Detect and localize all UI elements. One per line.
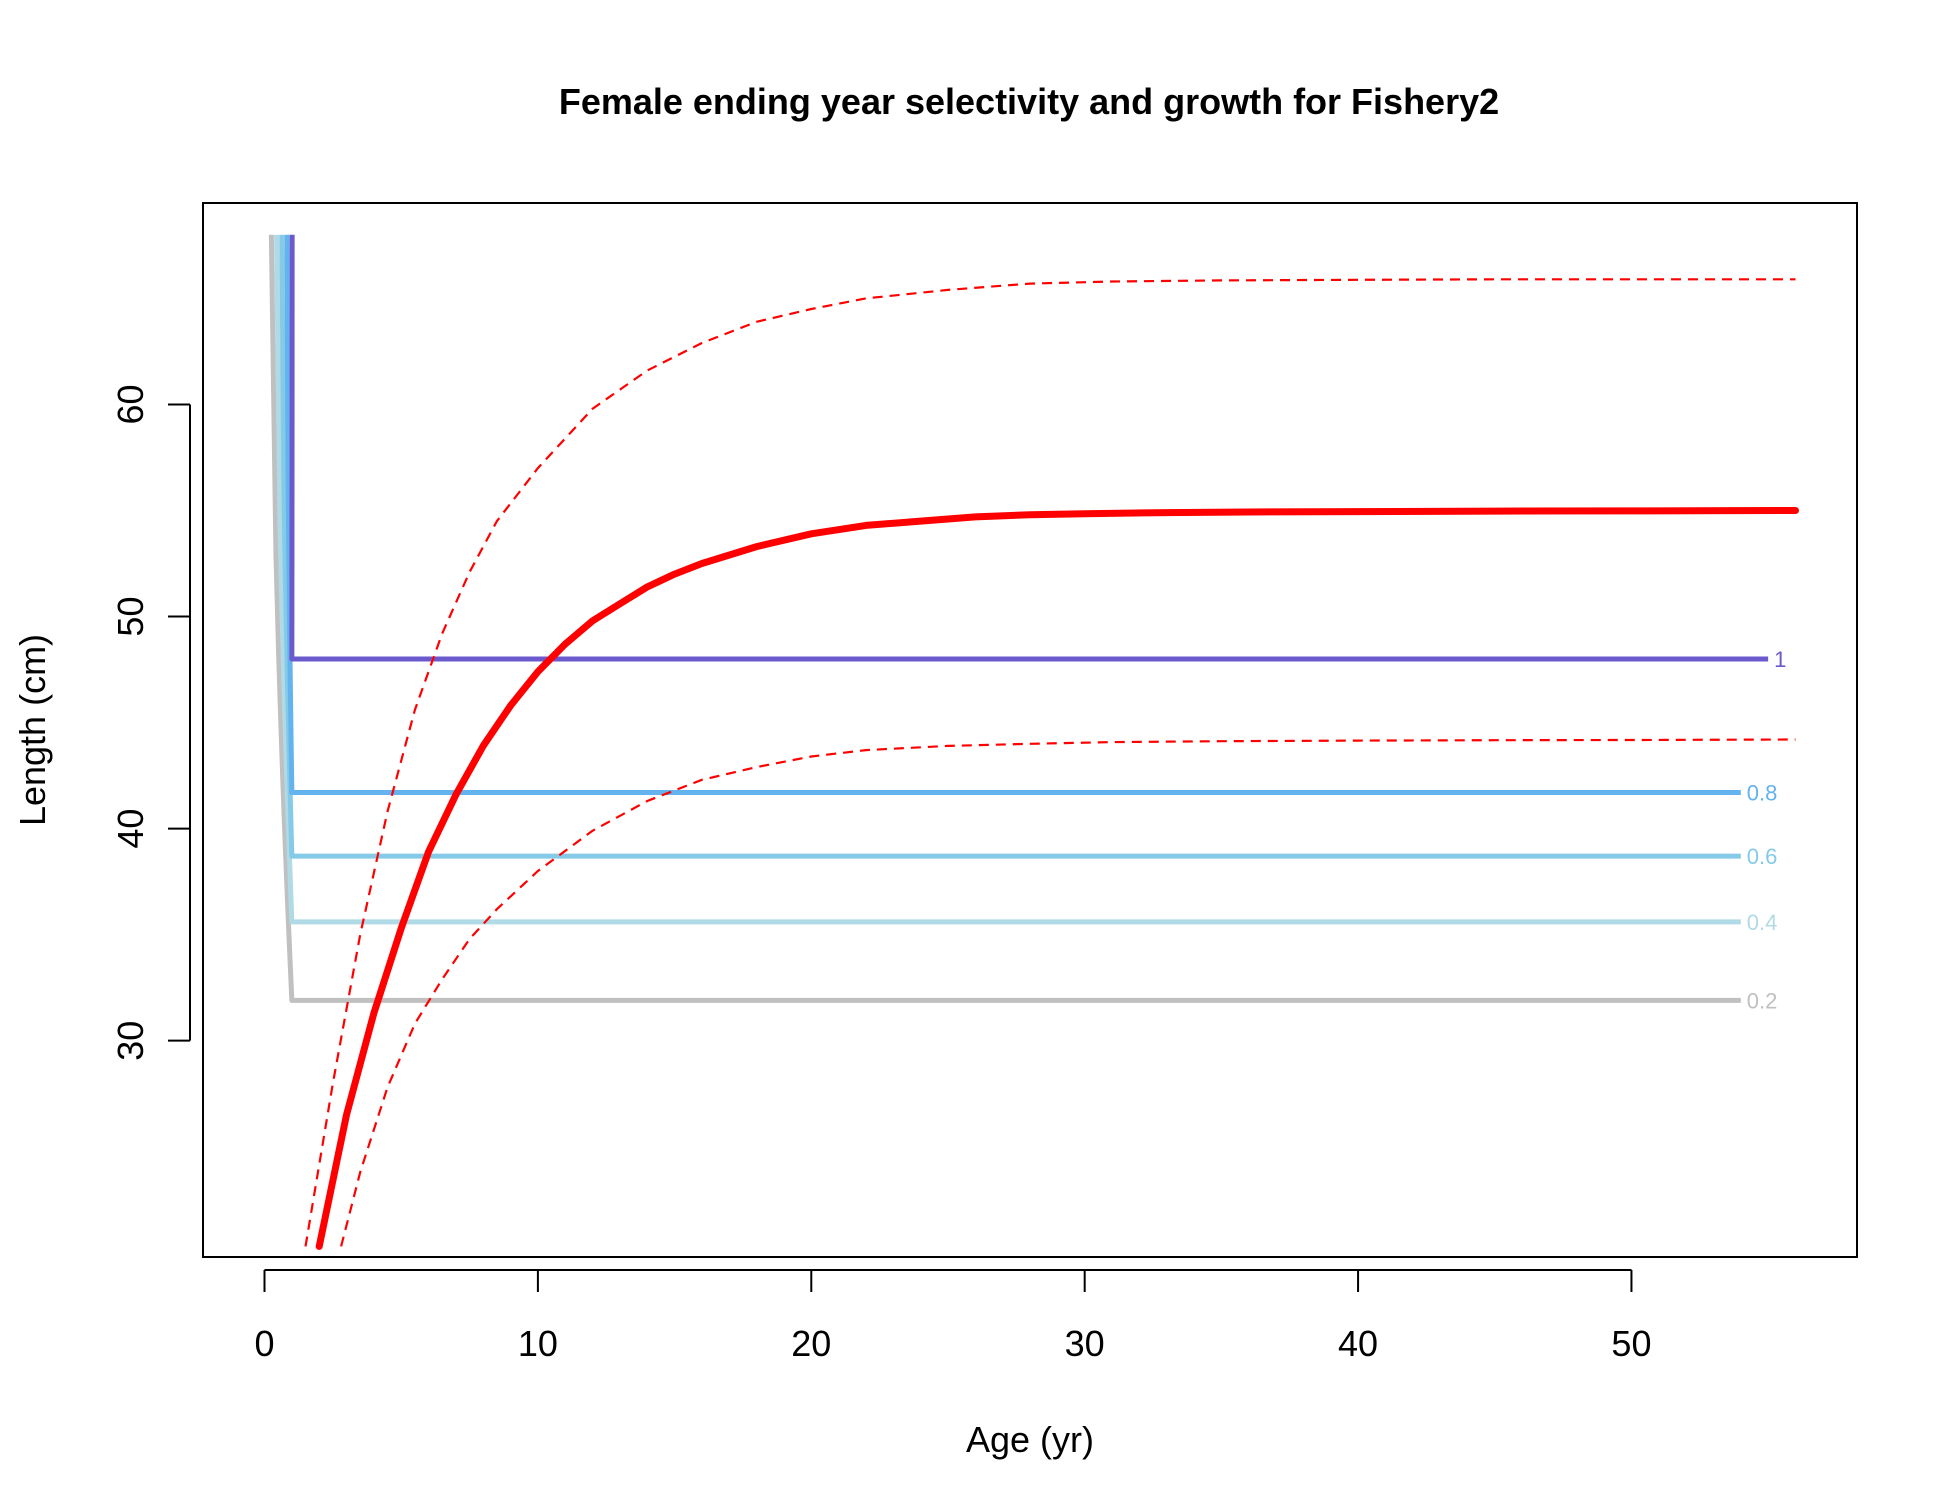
selectivity-contour-0.6 xyxy=(279,234,1741,859)
contour-label-0.6: 0.6 xyxy=(1747,844,1778,869)
y-tick-label: 50 xyxy=(110,597,151,637)
x-tick-label: 30 xyxy=(1065,1323,1105,1364)
contour-label-1: 1 xyxy=(1774,647,1786,672)
contour-label-0.4: 0.4 xyxy=(1747,910,1778,935)
plot-area xyxy=(268,234,1799,1250)
y-axis-label: Length (cm) xyxy=(12,634,53,826)
y-axis: 30 40 50 60 xyxy=(110,384,191,1061)
growth-upper-dashed xyxy=(304,278,1796,1247)
growth-lower-dashed xyxy=(340,738,1796,1247)
selectivity-contour-1 xyxy=(289,234,1769,662)
contour-label-0.2: 0.2 xyxy=(1747,988,1778,1013)
x-tick-label: 0 xyxy=(254,1323,274,1364)
y-tick-label: 60 xyxy=(110,384,151,424)
x-axis-label: Age (yr) xyxy=(966,1419,1094,1460)
y-tick-label: 30 xyxy=(110,1021,151,1061)
selectivity-contour-0.8 xyxy=(284,234,1741,796)
x-tick-label: 10 xyxy=(518,1323,558,1364)
contour-label-0.8: 0.8 xyxy=(1747,781,1778,806)
x-tick-label: 40 xyxy=(1338,1323,1378,1364)
selectivity-contour-0.2 xyxy=(268,234,1741,1003)
x-tick-label: 50 xyxy=(1611,1323,1651,1364)
x-tick-label: 20 xyxy=(791,1323,831,1364)
chart-title: Female ending year selectivity and growt… xyxy=(559,81,1499,122)
growth-mean-line xyxy=(315,507,1799,1250)
selectivity-contour-0.4 xyxy=(274,234,1741,925)
y-tick-label: 40 xyxy=(110,809,151,849)
plot-frame xyxy=(202,202,1858,1258)
x-axis: 0 10 20 30 40 50 xyxy=(254,1269,1651,1364)
